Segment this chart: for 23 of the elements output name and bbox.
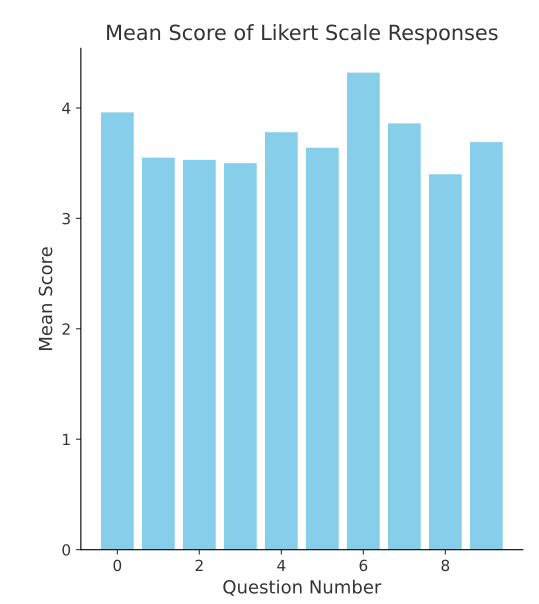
y-axis-title: Mean Score [38,247,52,350]
y-tick-label: 4 [62,102,70,114]
x-tick-label: 2 [196,560,203,571]
y-tick-label: 3 [62,212,70,224]
bar [346,72,380,550]
bar [306,148,339,550]
x-axis-title: Question Number [223,580,382,596]
x-tick-label: 8 [442,560,450,572]
x-tick-label: 0 [113,560,122,572]
y-tick-label: 1 [63,434,70,446]
bar [224,163,257,550]
bar [470,142,503,550]
y-tick-label: 0 [62,544,70,556]
chart-title: Mean Score of Likert Scale Responses [107,24,498,44]
bar [264,132,298,550]
x-tick-label: 4 [277,560,286,571]
bar [388,123,421,550]
bar [100,112,134,550]
bar [182,160,216,550]
bar [142,158,175,550]
x-tick-label: 6 [360,560,368,572]
y-tick-label: 2 [62,323,70,335]
bar [428,174,462,550]
